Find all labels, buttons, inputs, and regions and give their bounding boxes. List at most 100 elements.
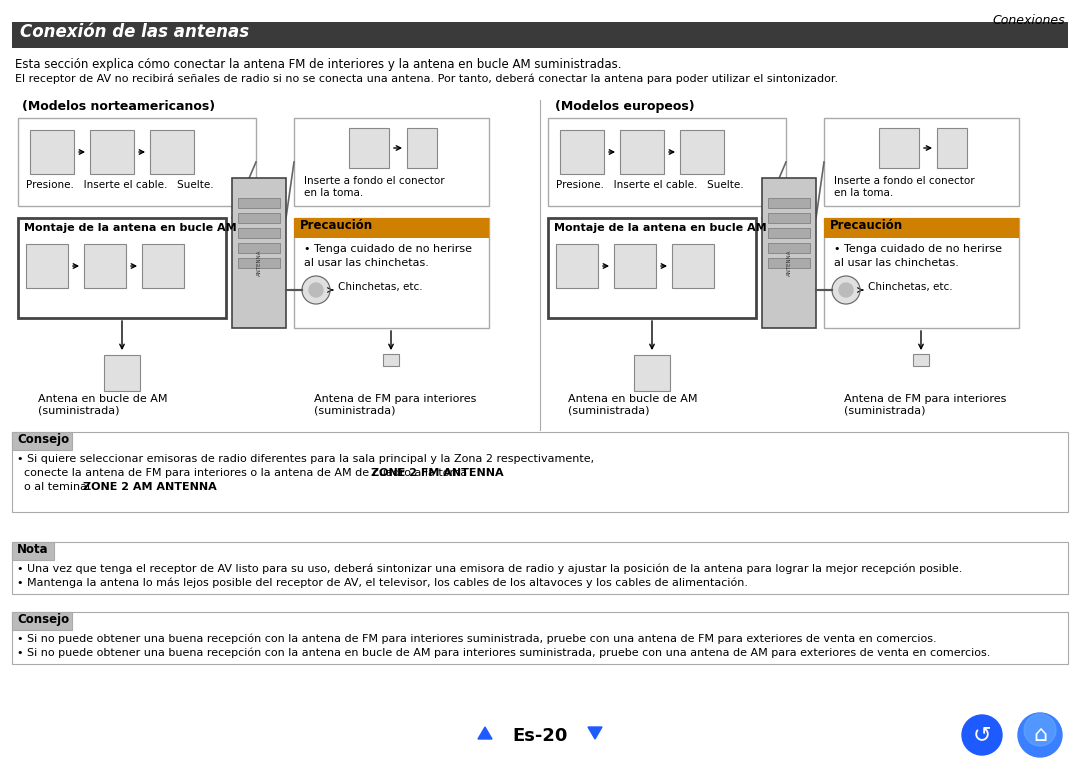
Bar: [768, 243, 810, 253]
Bar: [383, 354, 399, 366]
Circle shape: [309, 283, 323, 297]
Bar: [26, 244, 68, 288]
Circle shape: [1024, 714, 1056, 746]
Bar: [12, 542, 1068, 594]
Text: Consejo: Consejo: [17, 433, 69, 446]
Text: Conexión de las antenas: Conexión de las antenas: [21, 23, 249, 41]
Bar: [12, 612, 72, 630]
Text: Esta sección explica cómo conectar la antena FM de interiores y la antena en buc: Esta sección explica cómo conectar la an…: [15, 58, 621, 71]
Text: al usar las chinchetas.: al usar las chinchetas.: [834, 258, 959, 268]
Text: • Tenga cuidado de no herirse: • Tenga cuidado de no herirse: [303, 244, 472, 254]
Bar: [232, 178, 286, 328]
Bar: [30, 130, 75, 174]
Text: Antena en bucle de AM
(suministrada): Antena en bucle de AM (suministrada): [38, 394, 167, 416]
Text: Es-20: Es-20: [512, 727, 568, 745]
Bar: [672, 244, 714, 288]
Bar: [104, 355, 140, 391]
Text: ANTENNA: ANTENNA: [786, 250, 792, 277]
Text: Presione.   Inserte el cable.   Suelte.: Presione. Inserte el cable. Suelte.: [556, 180, 744, 190]
Bar: [768, 228, 810, 238]
Bar: [238, 258, 280, 268]
Text: Montaje de la antena en bucle AM: Montaje de la antena en bucle AM: [554, 223, 767, 233]
Text: Inserte a fondo el conector
en la toma.: Inserte a fondo el conector en la toma.: [834, 176, 974, 198]
Bar: [238, 228, 280, 238]
Bar: [556, 244, 598, 288]
Bar: [90, 130, 134, 174]
Circle shape: [1018, 713, 1062, 757]
Text: • Mantenga la antena lo más lejos posible del receptor de AV, el televisor, los : • Mantenga la antena lo más lejos posibl…: [17, 578, 748, 588]
Polygon shape: [588, 727, 602, 739]
Bar: [294, 218, 489, 328]
Circle shape: [832, 276, 860, 304]
Text: ZONE 2 FM ANTENNA: ZONE 2 FM ANTENNA: [370, 468, 503, 478]
Text: Conexiones: Conexiones: [993, 14, 1065, 27]
Text: ↺: ↺: [973, 725, 991, 745]
Bar: [407, 128, 437, 168]
Text: • Si no puede obtener una buena recepción con la antena en bucle de AM para inte: • Si no puede obtener una buena recepció…: [17, 648, 990, 659]
Bar: [12, 612, 1068, 664]
Bar: [141, 244, 184, 288]
Bar: [937, 128, 967, 168]
Bar: [294, 118, 489, 206]
Text: (Modelos europeos): (Modelos europeos): [555, 100, 694, 113]
Text: Antena de FM para interiores
(suministrada): Antena de FM para interiores (suministra…: [843, 394, 1007, 416]
Bar: [238, 243, 280, 253]
Text: Presione.   Inserte el cable.   Suelte.: Presione. Inserte el cable. Suelte.: [26, 180, 214, 190]
Text: conecte la antena de FM para interiores o la antena de AM de cuadro a la toma: conecte la antena de FM para interiores …: [17, 468, 471, 478]
Bar: [238, 198, 280, 208]
Bar: [12, 542, 54, 560]
Bar: [548, 218, 756, 318]
Text: (Modelos norteamericanos): (Modelos norteamericanos): [22, 100, 215, 113]
Bar: [824, 118, 1020, 206]
Bar: [18, 218, 226, 318]
Circle shape: [302, 276, 330, 304]
Text: Chinchetas, etc.: Chinchetas, etc.: [868, 282, 953, 292]
Bar: [561, 130, 604, 174]
Bar: [18, 118, 256, 206]
Bar: [12, 432, 1068, 512]
Text: o al teminal: o al teminal: [17, 482, 94, 492]
Circle shape: [839, 283, 853, 297]
Text: Consejo: Consejo: [17, 613, 69, 626]
Circle shape: [962, 715, 1002, 755]
Bar: [824, 218, 1020, 238]
Bar: [762, 178, 816, 328]
Text: • Si quiere seleccionar emisoras de radio diferentes para la sala principal y la: • Si quiere seleccionar emisoras de radi…: [17, 454, 594, 464]
Text: El receptor de AV no recibirá señales de radio si no se conecta una antena. Por : El receptor de AV no recibirá señales de…: [15, 74, 838, 85]
Bar: [768, 198, 810, 208]
Text: Nota: Nota: [17, 543, 49, 556]
Bar: [548, 118, 786, 206]
Bar: [879, 128, 919, 168]
Text: ANTENNA: ANTENNA: [257, 250, 261, 277]
Text: .: .: [166, 482, 171, 492]
Bar: [349, 128, 389, 168]
Bar: [150, 130, 194, 174]
Bar: [768, 258, 810, 268]
Text: Antena de FM para interiores
(suministrada): Antena de FM para interiores (suministra…: [314, 394, 476, 416]
Text: ⌂: ⌂: [1032, 725, 1048, 745]
Text: al usar las chinchetas.: al usar las chinchetas.: [303, 258, 429, 268]
Text: Precaución: Precaución: [831, 219, 903, 232]
Bar: [12, 432, 72, 450]
Bar: [768, 213, 810, 223]
Bar: [12, 22, 1068, 48]
Bar: [84, 244, 126, 288]
Polygon shape: [478, 727, 492, 739]
Bar: [680, 130, 724, 174]
Text: Chinchetas, etc.: Chinchetas, etc.: [338, 282, 422, 292]
Bar: [238, 213, 280, 223]
Bar: [913, 354, 929, 366]
Bar: [634, 355, 670, 391]
Text: Antena en bucle de AM
(suministrada): Antena en bucle de AM (suministrada): [568, 394, 698, 416]
Text: • Tenga cuidado de no herirse: • Tenga cuidado de no herirse: [834, 244, 1002, 254]
Text: Montaje de la antena en bucle AM: Montaje de la antena en bucle AM: [24, 223, 237, 233]
Text: Inserte a fondo el conector
en la toma.: Inserte a fondo el conector en la toma.: [303, 176, 445, 198]
Text: Precaución: Precaución: [300, 219, 373, 232]
Text: ZONE 2 AM ANTENNA: ZONE 2 AM ANTENNA: [83, 482, 217, 492]
Bar: [615, 244, 656, 288]
Text: • Una vez que tenga el receptor de AV listo para su uso, deberá sintonizar una e: • Una vez que tenga el receptor de AV li…: [17, 564, 962, 575]
Bar: [824, 218, 1020, 328]
Text: • Si no puede obtener una buena recepción con la antena de FM para interiores su: • Si no puede obtener una buena recepció…: [17, 634, 936, 645]
Bar: [620, 130, 664, 174]
Bar: [294, 218, 489, 238]
